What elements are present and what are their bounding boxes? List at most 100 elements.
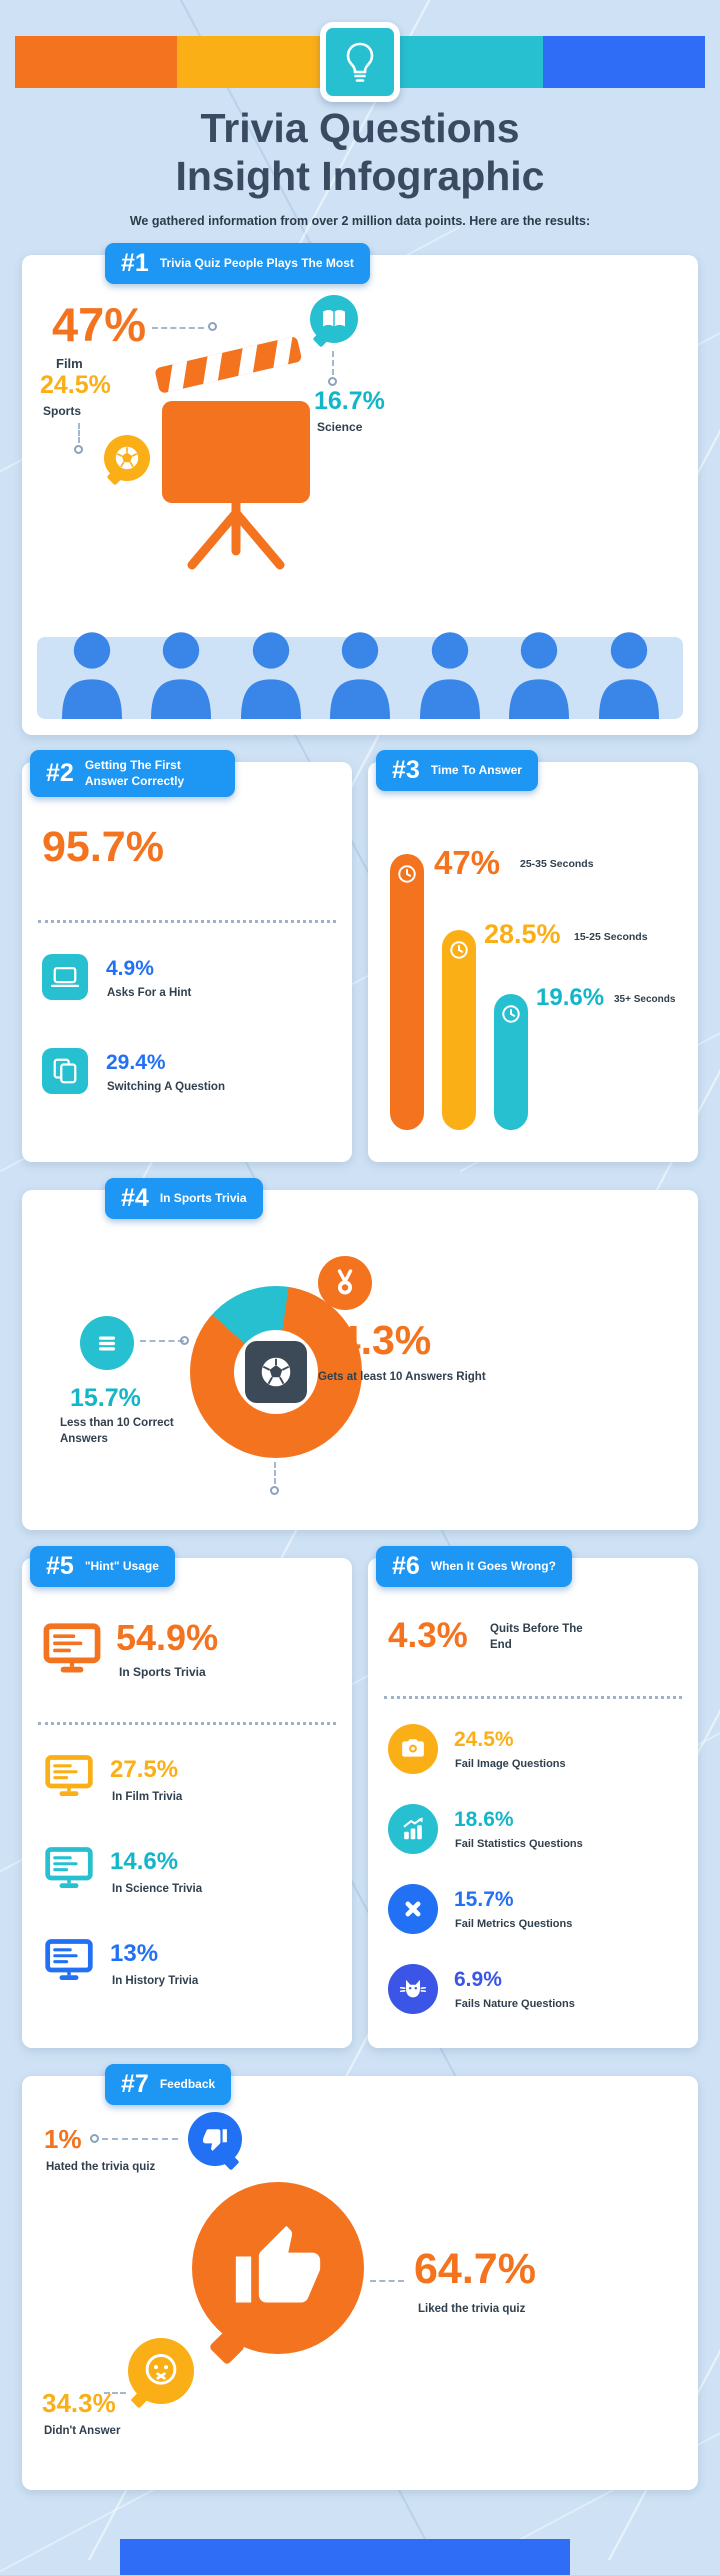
monitor-icon bbox=[44, 1938, 94, 1988]
divider bbox=[38, 1722, 336, 1725]
bar-chart-icon bbox=[388, 1804, 438, 1854]
section-7-header: #7 Feedback bbox=[105, 2064, 232, 2105]
section-4-title: In Sports Trivia bbox=[159, 1190, 247, 1205]
connector-dot bbox=[328, 377, 337, 386]
hint-history-value: 13% bbox=[110, 1940, 159, 1967]
audience-person-icon bbox=[325, 629, 395, 719]
less-than-10-value: 15.7% bbox=[70, 1384, 141, 1412]
ten-answers-right-value: 84.3% bbox=[315, 1317, 432, 1363]
hint-history-label: In History Trivia bbox=[112, 1975, 199, 1987]
clock-icon bbox=[450, 941, 468, 959]
section-1-header: #1 Trivia Quiz People Plays The Most bbox=[105, 243, 370, 284]
time-label-2: 15-25 Seconds bbox=[574, 931, 648, 943]
hint-asked-label: Asks For a Hint bbox=[107, 987, 192, 999]
section-4-header: #4 In Sports Trivia bbox=[105, 1178, 263, 1219]
hint-asked-value: 4.9% bbox=[106, 957, 154, 980]
section-4-number: #4 bbox=[121, 1184, 149, 1212]
section-3-header: #3 Time To Answer bbox=[376, 750, 538, 791]
switch-question-label: Switching A Question bbox=[107, 1081, 225, 1093]
section-7-title: Feedback bbox=[159, 2076, 216, 2091]
connector-dot bbox=[90, 2134, 99, 2143]
fails-nature-value: 6.9% bbox=[454, 1968, 502, 1991]
hint-film-value: 27.5% bbox=[110, 1756, 179, 1783]
skipped-value: 34.3% bbox=[42, 2388, 116, 2418]
connector-line bbox=[104, 2392, 126, 2394]
divider bbox=[38, 920, 336, 923]
hated-value: 1% bbox=[44, 2124, 82, 2154]
science-label: Science bbox=[317, 420, 363, 434]
connector-dot bbox=[74, 445, 83, 454]
page-subtitle: We gathered information from over 2 mill… bbox=[129, 214, 591, 228]
audience-person-icon bbox=[57, 629, 127, 719]
film-label: Film bbox=[56, 356, 83, 371]
sports-value: 24.5% bbox=[40, 371, 111, 399]
connector-dot bbox=[270, 1486, 279, 1495]
bar-35-plus-seconds bbox=[494, 994, 528, 1130]
ten-answers-right-label: Gets at least 10 Answers Right bbox=[318, 1371, 486, 1383]
book-icon bbox=[310, 295, 358, 348]
hint-sports-label: In Sports Trivia bbox=[119, 1665, 206, 1679]
lightbulb-icon bbox=[320, 22, 400, 102]
section-5-number: #5 bbox=[46, 1552, 74, 1580]
clapperboard-icon bbox=[134, 313, 334, 573]
section-6-title: When It Goes Wrong? bbox=[430, 1558, 556, 1573]
section-5-card: #5 "Hint" Usage 54.9% In Sports Trivia 2… bbox=[22, 1546, 352, 2048]
section-6-number: #6 bbox=[392, 1552, 420, 1580]
less-than-10-label: Less than 10 Correct Answers bbox=[60, 1417, 174, 1445]
monitor-icon bbox=[44, 1754, 94, 1804]
audience-person-icon bbox=[415, 629, 485, 719]
page-title-line1: Trivia Questions bbox=[200, 105, 520, 151]
hint-sports-value: 54.9% bbox=[116, 1617, 219, 1658]
fails-nature-label: Fails Nature Questions bbox=[455, 1998, 575, 2010]
switch-question-value: 29.4% bbox=[106, 1051, 166, 1074]
time-value-2: 28.5% bbox=[484, 919, 561, 949]
connector-line bbox=[102, 2138, 178, 2140]
clock-icon bbox=[398, 865, 416, 883]
section-2-number: #2 bbox=[46, 759, 74, 788]
hint-film-label: In Film Trivia bbox=[112, 1791, 183, 1803]
list-icon bbox=[80, 1316, 134, 1370]
science-value: 16.7% bbox=[314, 387, 385, 415]
film-value: 47% bbox=[52, 298, 147, 351]
page-title-line2: Insight Infographic bbox=[175, 153, 545, 200]
bubble-tail bbox=[208, 2328, 246, 2366]
section-3-number: #3 bbox=[392, 756, 420, 784]
first-answer-correct-value: 95.7% bbox=[42, 823, 164, 871]
connector-line bbox=[274, 1462, 276, 1484]
connector-line bbox=[332, 351, 334, 375]
audience-person-icon bbox=[504, 629, 574, 719]
quits-label: Quits Before The End bbox=[490, 1623, 583, 1651]
thumbs-down-icon bbox=[188, 2112, 242, 2171]
time-value-3: 19.6% bbox=[536, 984, 605, 1011]
muted-face-icon bbox=[128, 2338, 194, 2409]
section-1-card: #1 Trivia Quiz People Plays The Most 47%… bbox=[22, 243, 698, 735]
section-5-header: #5 "Hint" Usage bbox=[30, 1546, 175, 1587]
fail-image-value: 24.5% bbox=[454, 1728, 514, 1751]
section-4-card: #4 In Sports Trivia 15.7% Less than 10 C… bbox=[22, 1178, 698, 1530]
bubble-tail bbox=[222, 2153, 240, 2171]
bar-15-25-seconds bbox=[442, 930, 476, 1130]
section-3-card: #3 Time To Answer 47% 25-35 Seconds 28.5… bbox=[368, 750, 698, 1162]
section-1-number: #1 bbox=[121, 249, 149, 277]
skipped-label: Didn't Answer bbox=[44, 2425, 121, 2437]
liked-value: 64.7% bbox=[414, 2245, 536, 2293]
divider bbox=[384, 1696, 682, 1699]
section-6-header: #6 When It Goes Wrong? bbox=[376, 1546, 572, 1587]
soccer-ball-icon bbox=[245, 1341, 307, 1403]
audience-person-icon bbox=[146, 629, 216, 719]
medal-icon bbox=[318, 1256, 372, 1310]
quits-value: 4.3% bbox=[388, 1616, 468, 1655]
audience-person-icon bbox=[594, 629, 664, 719]
connector-line bbox=[78, 423, 80, 443]
fail-statistics-label: Fail Statistics Questions bbox=[455, 1838, 583, 1850]
bar-segment-blue bbox=[543, 36, 705, 88]
camera-icon bbox=[388, 1724, 438, 1774]
connector-line bbox=[140, 1340, 184, 1342]
section-2-title: Getting The First Answer Correctly bbox=[84, 758, 185, 788]
section-7-number: #7 bbox=[121, 2070, 149, 2098]
connector-dot bbox=[180, 1336, 189, 1345]
cat-icon bbox=[388, 1964, 438, 2014]
liked-label: Liked the trivia quiz bbox=[418, 2303, 526, 2315]
connector-line bbox=[152, 327, 204, 329]
